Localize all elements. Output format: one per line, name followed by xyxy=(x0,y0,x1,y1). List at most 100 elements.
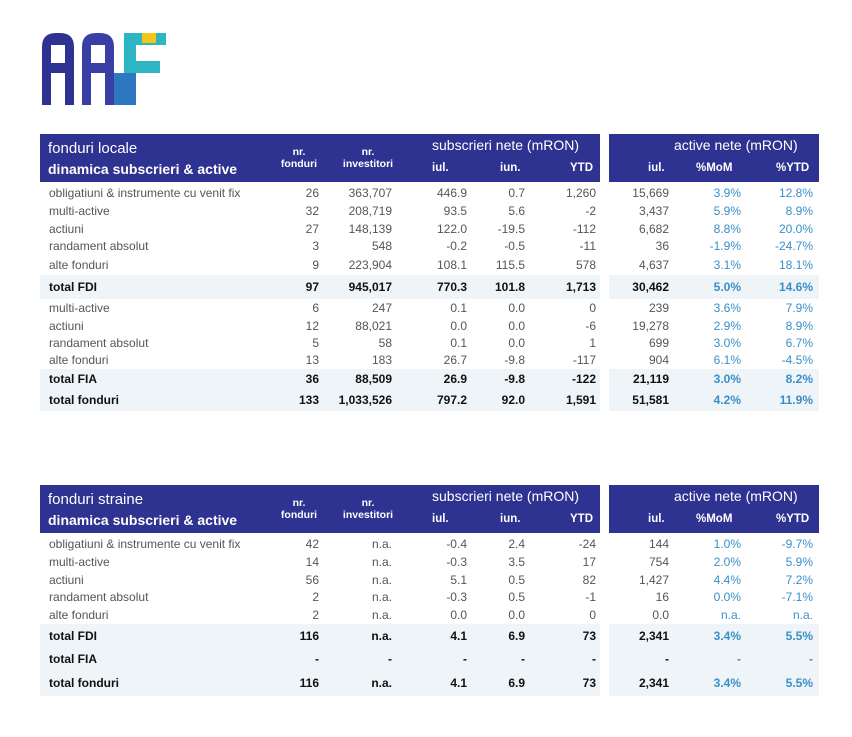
cell-nf: 2 xyxy=(312,590,319,604)
row-label: randament absolut xyxy=(49,239,149,253)
cell-ni: 548 xyxy=(371,239,392,253)
table-row: actiuni 56 n.a. 5.1 0.5 82 1,427 4.4% 7.2% xyxy=(40,571,819,588)
cell-ni: n.a. xyxy=(371,590,392,604)
cell-s-iul: 108.1 xyxy=(436,258,467,272)
cell-mom: 3.0% xyxy=(713,372,741,386)
row-label: alte fonduri xyxy=(49,608,109,622)
cell-mom: 2.0% xyxy=(713,555,741,569)
cell-mom: 3.6% xyxy=(713,301,741,315)
cell-ni: n.a. xyxy=(371,537,392,551)
cell-nf: 32 xyxy=(305,204,319,218)
cell-ni: 58 xyxy=(378,335,392,350)
row-label: total fonduri xyxy=(49,393,119,407)
cell-s-ytd: 0 xyxy=(589,301,596,315)
cell-ytd: n.a. xyxy=(792,608,813,622)
col-sub-iun: iun. xyxy=(500,162,521,174)
cell-s-iun: -0.5 xyxy=(504,239,525,253)
table-row: total FIA - - - - - - - - xyxy=(40,648,819,670)
cell-s-ytd: - xyxy=(592,652,596,666)
cell-ni: 1,033,526 xyxy=(338,393,392,407)
table-row: randament absolut 5 58 0.1 0.0 1 699 3.0% 6.7% xyxy=(40,334,819,351)
cell-s-iun: - xyxy=(521,652,525,666)
cell-s-iun: 0.0 xyxy=(508,318,525,333)
cell-s-iun: 101.8 xyxy=(494,280,525,294)
col-act-iul: iul. xyxy=(648,513,665,525)
cell-a-iul: 4,637 xyxy=(638,258,669,272)
cell-ytd: 11.9% xyxy=(779,393,813,407)
cell-nf: 9 xyxy=(312,258,319,272)
cell-s-ytd: 17 xyxy=(582,555,596,569)
cell-a-iul: 239 xyxy=(648,301,669,315)
cell-s-iul: 4.1 xyxy=(450,629,467,643)
cell-ytd: 8.9% xyxy=(785,204,813,218)
cell-s-iul: 122.0 xyxy=(436,221,467,236)
cell-nf: 133 xyxy=(298,393,319,407)
cell-a-iul: 51,581 xyxy=(632,393,669,407)
cell-s-iul: 446.9 xyxy=(436,186,467,200)
cell-ni: 247 xyxy=(371,301,392,315)
cell-ni: 945,017 xyxy=(348,280,392,294)
cell-s-iul: 770.3 xyxy=(436,280,467,294)
cell-s-iul: -0.3 xyxy=(446,590,467,604)
cell-a-iul: 3,437 xyxy=(638,204,669,218)
cell-nf: 3 xyxy=(312,239,319,253)
cell-s-iul: 5.1 xyxy=(450,572,467,587)
cell-s-iul: 26.9 xyxy=(443,372,467,386)
table-subtitle: dinamica subscrieri & active xyxy=(48,161,238,177)
cell-nf: 2 xyxy=(312,608,319,622)
cell-ni: 183 xyxy=(371,353,392,367)
group-subscrieri: subscrieri nete (mRON) xyxy=(432,137,580,153)
cell-s-iun: 5.6 xyxy=(508,204,525,218)
row-label: multi-active xyxy=(49,555,110,569)
table-fonduri-locale: fonduri locale dinamica subscrieri & act… xyxy=(40,134,819,411)
cell-nf: 36 xyxy=(305,372,319,386)
cell-mom: 3.0% xyxy=(713,335,741,350)
col-sub-ytd: YTD xyxy=(570,162,593,174)
cell-mom: n.a. xyxy=(720,608,741,622)
cell-ni: 363,707 xyxy=(348,186,392,200)
cell-ytd: 12.8% xyxy=(778,186,813,200)
cell-ytd: 8.2% xyxy=(785,372,813,386)
col-sub-iun: iun. xyxy=(500,513,521,525)
table-fonduri-straine: fonduri straine dinamica subscrieri & ac… xyxy=(40,485,819,696)
cell-s-iul: -0.2 xyxy=(446,239,467,253)
col-nr-fonduri: nr. fonduri xyxy=(280,497,318,521)
header-band-left xyxy=(40,485,600,533)
cell-a-iul: 699 xyxy=(648,335,669,350)
cell-nf: - xyxy=(315,652,319,666)
cell-ytd: 18.1% xyxy=(778,258,813,272)
row-label: alte fonduri xyxy=(49,353,109,367)
cell-ytd: - xyxy=(809,652,813,666)
cell-mom: 2.9% xyxy=(713,318,741,333)
cell-a-iul: 1,427 xyxy=(638,572,669,587)
cell-s-ytd: 578 xyxy=(575,258,596,272)
row-label: total FIA xyxy=(49,372,97,386)
table-row: total FDI 97 945,017 770.3 101.8 1,713 30,462 5… xyxy=(40,275,819,299)
col-sub-ytd: YTD xyxy=(570,513,593,525)
table-row: alte fonduri 2 n.a. 0.0 0.0 0 0.0 n.a. n.a. xyxy=(40,606,819,624)
cell-a-iul: 144 xyxy=(648,537,669,551)
cell-a-iul: 754 xyxy=(648,555,669,569)
cell-a-iul: 21,119 xyxy=(632,372,669,386)
table-row: actiuni 27 148,139 122.0 -19.5 -112 6,682 8.8% 2… xyxy=(40,220,819,237)
col-sub-iul: iul. xyxy=(432,162,449,174)
table-row: obligatiuni & instrumente cu venit fix 26… xyxy=(40,184,819,202)
header-band-right xyxy=(609,485,819,533)
cell-a-iul: 2,341 xyxy=(638,676,669,690)
cell-a-iul: 16 xyxy=(655,590,669,604)
cell-s-iun: 0.5 xyxy=(508,572,525,587)
cell-mom: 6.1% xyxy=(713,353,741,367)
col-sub-iul: iul. xyxy=(432,513,449,525)
cell-s-ytd: -1 xyxy=(585,590,596,604)
table-row: actiuni 12 88,021 0.0 0.0 -6 19,278 2.9% 8.9% xyxy=(40,317,819,334)
table-row: total fonduri 133 1,033,526 797.2 92.0 1,591 5… xyxy=(40,389,819,411)
row-label: randament absolut xyxy=(49,335,149,350)
header-band-left xyxy=(40,134,600,182)
aaf-logo xyxy=(42,33,166,105)
cell-a-iul: 36 xyxy=(655,239,669,253)
row-label: actiuni xyxy=(49,572,84,587)
cell-s-iun: 0.0 xyxy=(508,608,525,622)
group-active: active nete (mRON) xyxy=(674,137,798,153)
table-row: randament absolut 2 n.a. -0.3 0.5 -1 16 0.0% -7.… xyxy=(40,588,819,606)
cell-mom: 3.1% xyxy=(713,258,741,272)
